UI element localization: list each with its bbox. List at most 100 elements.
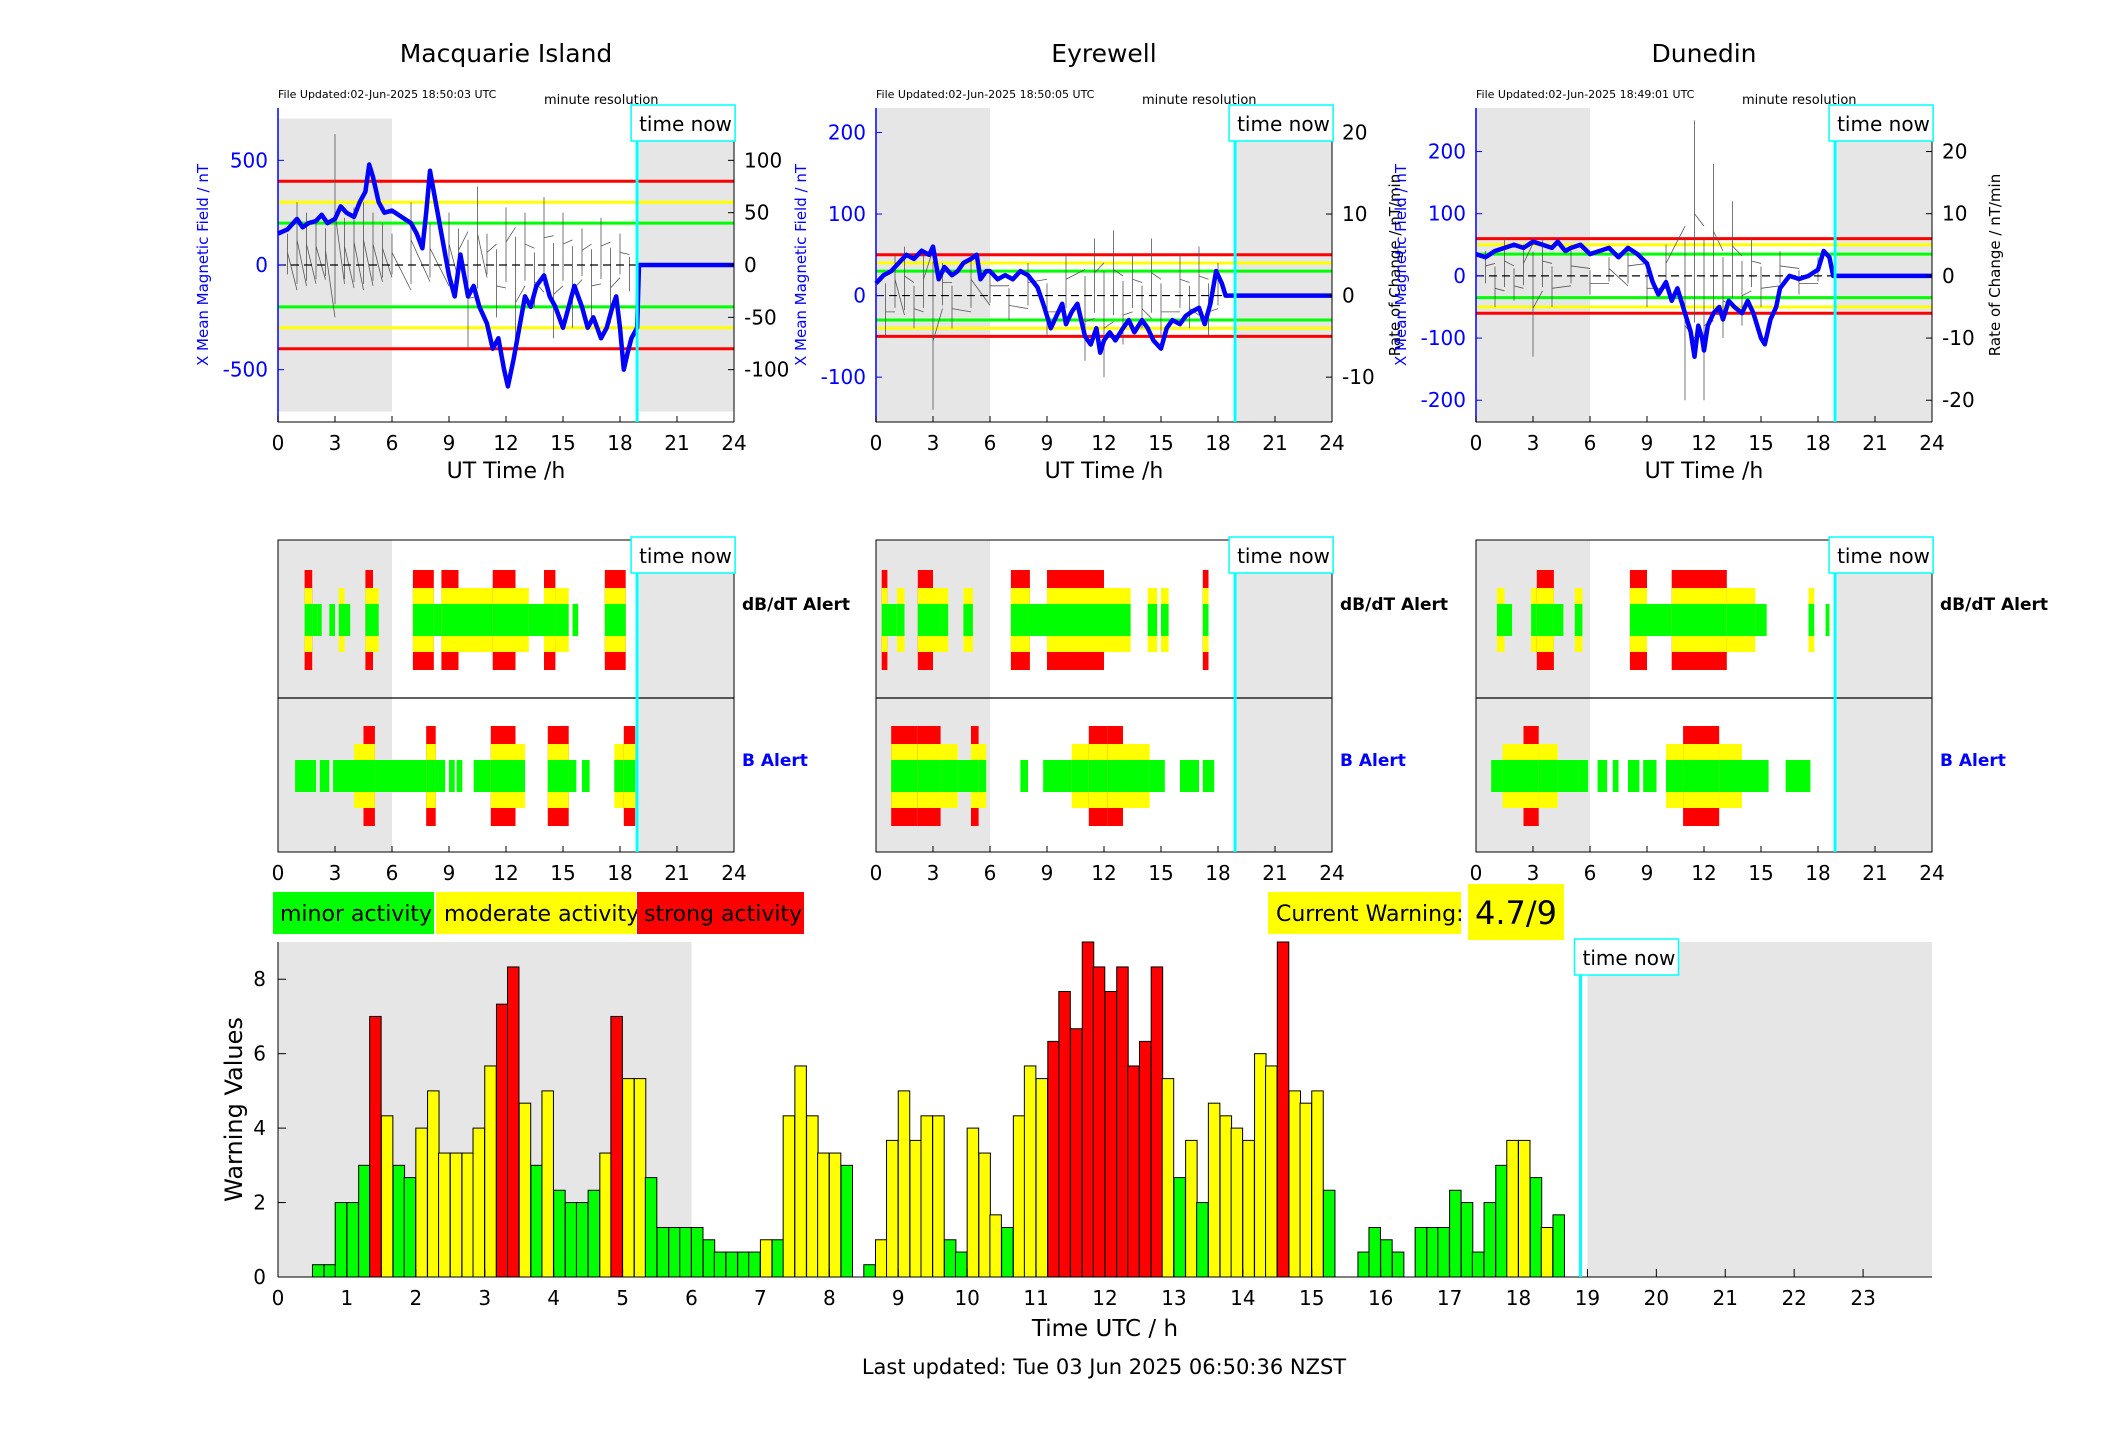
warning-bar xyxy=(495,1003,509,1278)
warning-bar xyxy=(806,1115,819,1278)
left-tick-label: 0 xyxy=(255,253,268,277)
alert-x-tick-label: 18 xyxy=(607,861,632,885)
x-axis-label: UT Time /h xyxy=(1045,459,1164,484)
bar-x-tick-label: 3 xyxy=(478,1286,491,1310)
dbdt-alert-bar xyxy=(1685,604,1727,636)
warning-bar xyxy=(1254,1053,1267,1278)
left-tick-label: 200 xyxy=(1428,140,1466,164)
warning-bar xyxy=(392,1164,406,1278)
alert-x-tick-label: 6 xyxy=(984,861,997,885)
warning-bar xyxy=(1540,1226,1554,1278)
x-axis-label: UT Time /h xyxy=(447,459,566,484)
b-alert-label: B Alert xyxy=(1340,751,1406,771)
alert-night-shade xyxy=(639,540,734,852)
x-tick-label: 0 xyxy=(1470,431,1483,455)
warning-bar xyxy=(691,1226,704,1278)
alert-x-tick-label: 12 xyxy=(1691,861,1716,885)
dbdt-alert-bar xyxy=(1496,604,1505,636)
warning-bar xyxy=(358,1164,371,1278)
b-alert-bar xyxy=(1799,760,1811,792)
right-tick-label: -10 xyxy=(1942,326,1975,350)
warning-bar xyxy=(530,1164,543,1278)
dbdt-alert-bar xyxy=(312,604,318,636)
x-tick-label: 18 xyxy=(607,431,632,455)
x-tick-label: 3 xyxy=(927,431,940,455)
warning-bar xyxy=(1460,1202,1474,1278)
bar-x-tick-label: 11 xyxy=(1023,1286,1048,1310)
b-alert-bar xyxy=(490,760,516,792)
x-tick-label: 6 xyxy=(1584,431,1597,455)
left-tick-label: 0 xyxy=(853,284,866,308)
current-warning: Current Warning: 4.7/9 xyxy=(1268,884,1564,940)
warning-bar xyxy=(610,1015,623,1278)
x-tick-label: 9 xyxy=(1641,431,1654,455)
alert-time-now-box xyxy=(1228,536,1334,574)
warning-bar xyxy=(1242,1139,1255,1278)
warning-bar xyxy=(702,1239,716,1278)
left-tick-label: 100 xyxy=(828,202,866,226)
warning-bar xyxy=(575,1202,589,1278)
warning-bar xyxy=(644,1177,658,1278)
warning-bar xyxy=(323,1264,337,1278)
b-alert-bar xyxy=(319,760,330,792)
dbdt-alert-label: dB/dT Alert xyxy=(742,595,850,615)
b-alert-bar xyxy=(363,760,375,792)
dbdt-alert-bar xyxy=(1755,604,1767,636)
dbdt-alert-bar xyxy=(304,604,313,636)
b-alert-bar xyxy=(978,760,987,792)
dbdt-alert-bar xyxy=(604,604,626,636)
dbdt-alert-bar xyxy=(1671,604,1685,636)
warning-bar xyxy=(506,966,520,1278)
right-tick-label: 0 xyxy=(744,253,757,277)
b-alert-bar xyxy=(333,760,354,792)
warning-bar xyxy=(943,1239,957,1278)
warning-bar xyxy=(472,1127,486,1278)
warning-bar xyxy=(668,1226,681,1278)
x-tick-label: 24 xyxy=(1319,431,1344,455)
dbdt-alert-bar xyxy=(338,604,345,636)
right-tick-label: 0 xyxy=(1342,284,1355,308)
file-updated-text: File Updated:02-Jun-2025 18:50:05 UTC xyxy=(876,88,1095,101)
bar-x-tick-label: 18 xyxy=(1506,1286,1531,1310)
b-alert-bar xyxy=(1557,760,1579,792)
time-now-box xyxy=(630,104,736,142)
field-line xyxy=(1475,239,1932,359)
bar-y-tick-label: 0 xyxy=(253,1265,266,1289)
right-tick-label: 10 xyxy=(1342,202,1367,226)
bar-x-tick-label: 23 xyxy=(1850,1286,1875,1310)
dbdt-alert-bar xyxy=(881,604,888,636)
minute-resolution-label: minute resolution xyxy=(1742,93,1857,108)
alert-x-tick-label: 3 xyxy=(1527,861,1540,885)
alert-x-tick-label: 24 xyxy=(1919,861,1944,885)
right-tick-label: 20 xyxy=(1942,140,1967,164)
dbdt-alert-bar xyxy=(1536,604,1554,636)
dbdt-alert-bar xyxy=(1010,604,1030,636)
dbdt-alert-bar xyxy=(1161,604,1169,636)
alert-x-tick-label: 12 xyxy=(1091,861,1116,885)
b-alert-label: B Alert xyxy=(742,751,808,771)
dbdt-alert-bar xyxy=(933,604,941,636)
warning-bar xyxy=(863,1264,876,1278)
warning-bar xyxy=(679,1226,692,1278)
x-tick-label: 18 xyxy=(1805,431,1830,455)
dbdt-alert-bar xyxy=(1553,604,1564,636)
bar-x-tick-label: 9 xyxy=(892,1286,905,1310)
alert-night-shade xyxy=(1237,540,1332,852)
alert-x-tick-label: 21 xyxy=(664,861,689,885)
warning-bar xyxy=(1219,1115,1233,1278)
warning-bar xyxy=(966,1127,980,1278)
bar-y-tick-label: 6 xyxy=(253,1042,266,1066)
bar-x-tick-label: 4 xyxy=(547,1286,560,1310)
b-alert-bar xyxy=(392,760,427,792)
warning-bar xyxy=(817,1152,830,1278)
dbdt-alert-bar xyxy=(528,604,544,636)
b-alert-bar xyxy=(515,760,525,792)
bar-y-tick-label: 2 xyxy=(253,1191,266,1215)
dbdt-alert-bar xyxy=(1825,604,1830,636)
b-alert-bar xyxy=(1180,760,1199,792)
alert-time-now-label: time now xyxy=(1837,544,1930,568)
dbdt-alert-bar xyxy=(373,604,379,636)
bar-x-tick-label: 22 xyxy=(1781,1286,1806,1310)
warning-bar xyxy=(1127,1065,1140,1278)
warning-bar xyxy=(978,1152,991,1278)
